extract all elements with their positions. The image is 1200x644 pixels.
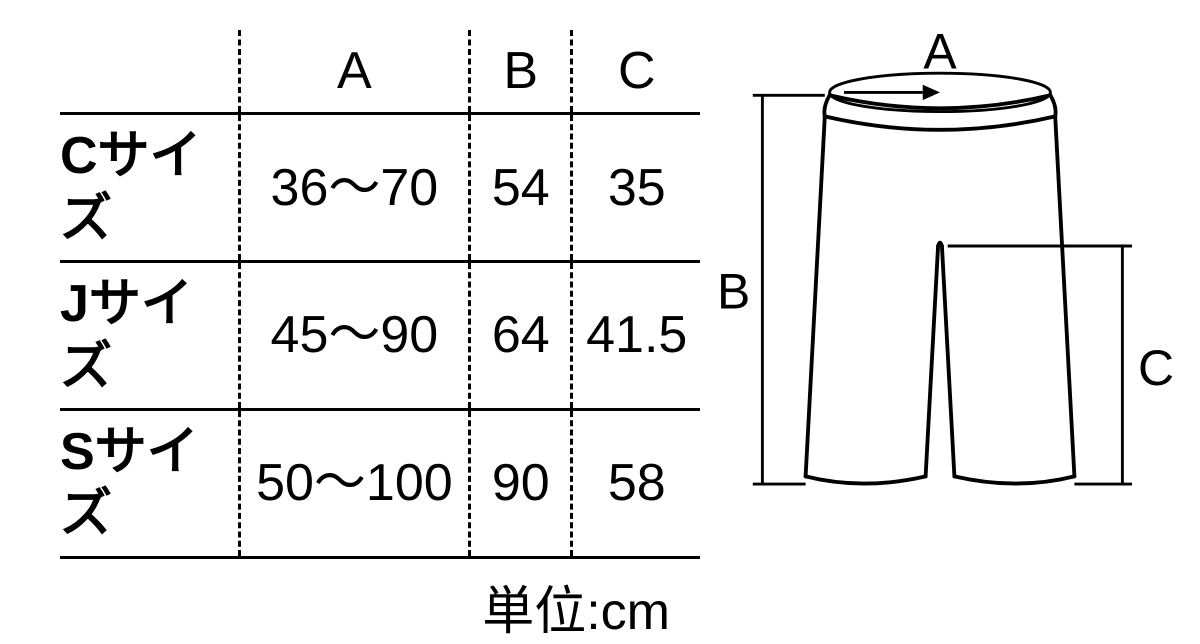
- cell-c: 58: [572, 409, 700, 557]
- row-label: Sサイズ: [60, 409, 239, 557]
- header-a: A: [239, 30, 469, 114]
- header-b: B: [470, 30, 572, 114]
- size-table: A B C Cサイズ 36〜70 54 35 Jサイズ 45〜90 64 41.…: [60, 30, 700, 559]
- table-header-row: A B C: [60, 30, 700, 114]
- row-label: Jサイズ: [60, 262, 239, 410]
- header-blank: [60, 30, 239, 114]
- dim-c-icon: [948, 246, 1132, 484]
- cell-b: 90: [470, 409, 572, 557]
- table-row: Cサイズ 36〜70 54 35: [60, 114, 700, 262]
- cell-a: 45〜90: [239, 262, 469, 410]
- pants-outline-icon: [806, 95, 1075, 483]
- cell-a: 36〜70: [239, 114, 469, 262]
- size-table-container: A B C Cサイズ 36〜70 54 35 Jサイズ 45〜90 64 41.…: [60, 30, 700, 644]
- dim-label-a: A: [923, 30, 957, 79]
- pants-svg: A B: [700, 30, 1180, 510]
- table-row: Jサイズ 45〜90 64 41.5: [60, 262, 700, 410]
- cell-c: 41.5: [572, 262, 700, 410]
- pants-diagram: A B: [700, 30, 1180, 510]
- row-label: Cサイズ: [60, 114, 239, 262]
- cell-b: 64: [470, 262, 572, 410]
- cell-a: 50〜100: [239, 409, 469, 557]
- cell-c: 35: [572, 114, 700, 262]
- unit-label: 単位:cm: [60, 559, 700, 644]
- table-row: Sサイズ 50〜100 90 58: [60, 409, 700, 557]
- dim-label-c: C: [1138, 340, 1174, 396]
- cell-b: 54: [470, 114, 572, 262]
- dim-label-b: B: [717, 263, 750, 319]
- header-c: C: [572, 30, 700, 114]
